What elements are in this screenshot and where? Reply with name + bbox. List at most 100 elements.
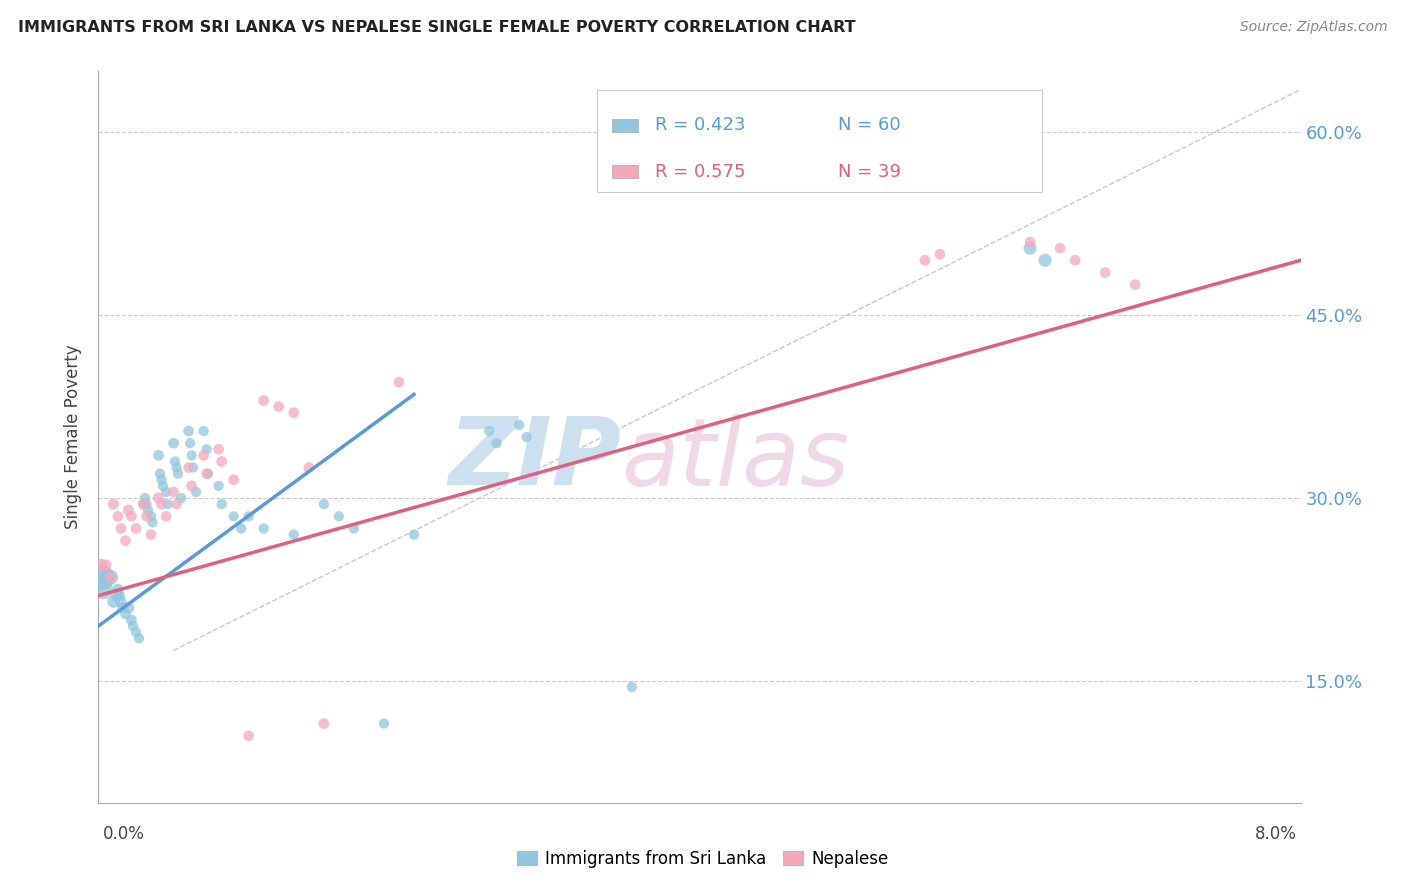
Point xyxy=(122,619,145,633)
Text: Source: ZipAtlas.com: Source: ZipAtlas.com xyxy=(1240,20,1388,34)
Point xyxy=(508,417,530,432)
Point xyxy=(231,521,253,535)
Text: atlas: atlas xyxy=(621,414,849,505)
Point xyxy=(148,491,170,505)
Point xyxy=(253,521,276,535)
Point xyxy=(195,467,218,481)
Point xyxy=(141,516,163,530)
Point xyxy=(620,680,643,694)
Point xyxy=(139,527,162,541)
Point xyxy=(1064,253,1087,268)
Point xyxy=(166,497,188,511)
Point xyxy=(238,729,260,743)
Point xyxy=(222,509,245,524)
Point xyxy=(103,497,125,511)
Point xyxy=(91,582,114,597)
Point xyxy=(100,570,122,584)
Point xyxy=(108,589,131,603)
Point xyxy=(135,509,157,524)
Text: R = 0.575: R = 0.575 xyxy=(655,162,745,180)
Point xyxy=(110,521,132,535)
Point xyxy=(180,448,202,462)
Point xyxy=(283,406,305,420)
Point xyxy=(343,521,366,535)
Point xyxy=(90,570,112,584)
Point xyxy=(114,607,136,621)
Point xyxy=(136,503,159,517)
FancyBboxPatch shape xyxy=(598,90,1042,192)
Point xyxy=(388,375,411,389)
Point xyxy=(195,442,218,457)
Point xyxy=(156,497,179,511)
Point xyxy=(402,527,425,541)
Point xyxy=(1033,253,1056,268)
Point xyxy=(155,485,177,500)
Point xyxy=(180,479,202,493)
Point xyxy=(107,582,129,597)
Point xyxy=(162,485,184,500)
Legend: Immigrants from Sri Lanka, Nepalese: Immigrants from Sri Lanka, Nepalese xyxy=(510,844,896,875)
Point xyxy=(103,594,125,608)
Point xyxy=(132,497,155,511)
Point xyxy=(373,716,395,731)
Point xyxy=(125,521,148,535)
Point xyxy=(1049,241,1071,255)
Point xyxy=(177,460,200,475)
Point xyxy=(1019,235,1042,249)
Point xyxy=(128,632,150,646)
Point xyxy=(613,95,636,109)
FancyBboxPatch shape xyxy=(612,119,638,132)
Point xyxy=(94,558,117,573)
Text: R = 0.423: R = 0.423 xyxy=(655,117,745,135)
Y-axis label: Single Female Poverty: Single Female Poverty xyxy=(65,345,83,529)
Point xyxy=(1123,277,1146,292)
Point xyxy=(298,460,321,475)
Point xyxy=(283,527,305,541)
Point xyxy=(111,600,134,615)
Point xyxy=(110,594,132,608)
Point xyxy=(208,442,231,457)
Point xyxy=(485,436,508,450)
Point xyxy=(134,491,156,505)
Point xyxy=(148,448,170,462)
Point xyxy=(928,247,950,261)
Point xyxy=(167,467,190,481)
Point xyxy=(149,467,172,481)
Point xyxy=(105,589,128,603)
Point xyxy=(121,613,143,627)
Text: 0.0%: 0.0% xyxy=(103,825,145,843)
Text: IMMIGRANTS FROM SRI LANKA VS NEPALESE SINGLE FEMALE POVERTY CORRELATION CHART: IMMIGRANTS FROM SRI LANKA VS NEPALESE SI… xyxy=(18,20,856,35)
Text: 8.0%: 8.0% xyxy=(1254,825,1296,843)
Point xyxy=(211,454,233,468)
Point xyxy=(117,600,139,615)
Text: N = 39: N = 39 xyxy=(838,162,901,180)
Point xyxy=(312,716,335,731)
Point xyxy=(253,393,276,408)
Point xyxy=(150,473,173,487)
Point xyxy=(121,509,143,524)
Point xyxy=(1094,266,1116,280)
Point xyxy=(125,625,148,640)
Point xyxy=(184,485,207,500)
Text: N = 60: N = 60 xyxy=(838,117,900,135)
Point xyxy=(197,467,219,481)
Text: ZIP: ZIP xyxy=(449,413,621,505)
Point xyxy=(516,430,538,444)
Point xyxy=(166,460,188,475)
Point xyxy=(179,436,201,450)
FancyBboxPatch shape xyxy=(612,165,638,178)
Point xyxy=(162,436,184,450)
Point xyxy=(135,497,157,511)
Point xyxy=(312,497,335,511)
Point xyxy=(478,424,501,438)
Point xyxy=(177,424,200,438)
Point xyxy=(1019,241,1042,255)
Point xyxy=(328,509,350,524)
Point xyxy=(211,497,233,511)
Point xyxy=(100,570,122,584)
Point xyxy=(150,497,173,511)
Point xyxy=(152,479,174,493)
Point xyxy=(132,497,155,511)
Point xyxy=(181,460,204,475)
Point xyxy=(165,454,187,468)
